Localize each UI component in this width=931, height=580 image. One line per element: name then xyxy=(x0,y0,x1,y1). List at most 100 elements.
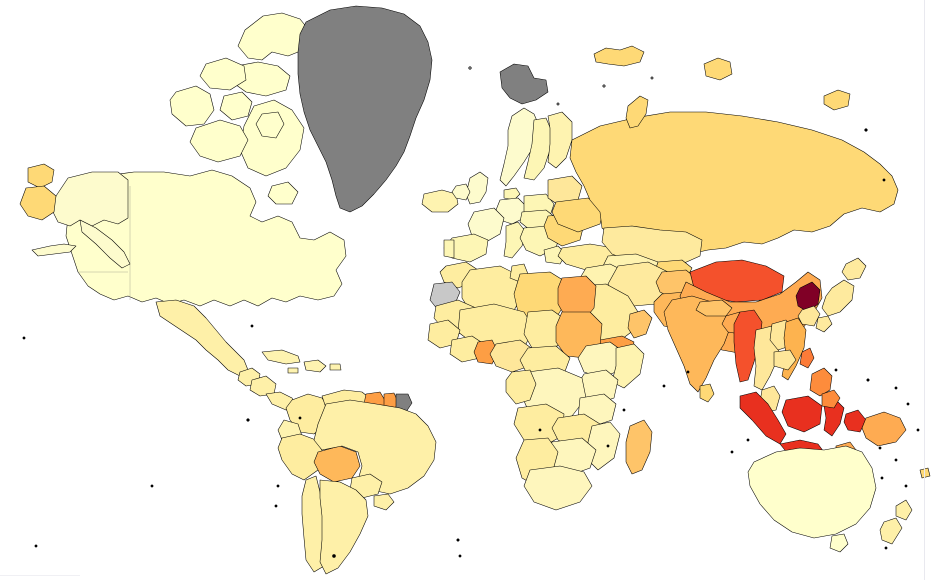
country-oman[interactable] xyxy=(628,310,652,338)
islet-marker xyxy=(885,547,887,549)
islet-marker xyxy=(865,129,868,132)
small-islands-group xyxy=(23,67,919,558)
islet-marker xyxy=(835,369,837,371)
country-canada-arctic-banks[interactable] xyxy=(170,86,214,126)
country-argentina[interactable] xyxy=(320,480,368,574)
islet-marker xyxy=(603,85,606,88)
islet-marker xyxy=(35,545,37,547)
country-svalbard[interactable] xyxy=(500,64,548,104)
country-alaska-aleutians[interactable] xyxy=(32,244,76,256)
country-new-zealand-south[interactable] xyxy=(880,518,902,544)
africa-group xyxy=(428,262,652,510)
islet-marker xyxy=(747,439,749,441)
country-japan-kyushu[interactable] xyxy=(816,316,832,332)
country-philippines-mindanao[interactable] xyxy=(822,390,840,408)
country-indonesia-maluku[interactable] xyxy=(844,410,866,432)
country-portugal[interactable] xyxy=(444,240,454,258)
country-severnaya-zemlya[interactable] xyxy=(704,58,732,80)
country-fiji[interactable] xyxy=(920,468,930,478)
islet-marker xyxy=(895,387,897,389)
country-france[interactable] xyxy=(468,208,504,242)
country-canada-arctic-somerset[interactable] xyxy=(256,112,284,138)
country-canada-arctic-southampton[interactable] xyxy=(268,182,298,204)
country-sri-lanka[interactable] xyxy=(700,384,714,402)
country-greenland[interactable] xyxy=(298,6,432,212)
country-cambodia[interactable] xyxy=(774,350,796,370)
islet-marker xyxy=(907,403,909,405)
country-italy[interactable] xyxy=(504,222,526,258)
islet-marker xyxy=(251,325,253,327)
country-australia[interactable] xyxy=(748,446,876,538)
country-cuba[interactable] xyxy=(262,350,300,364)
islet-marker xyxy=(687,371,689,373)
country-russia-chukotka-west[interactable] xyxy=(28,164,54,188)
country-franz-josef-land[interactable] xyxy=(594,46,644,66)
country-denmark[interactable] xyxy=(504,188,520,200)
country-philippines[interactable] xyxy=(810,368,832,396)
islet-marker xyxy=(895,459,897,461)
islet-marker xyxy=(663,385,665,387)
country-hispaniola[interactable] xyxy=(304,360,326,372)
oceania-group xyxy=(748,446,930,552)
country-russia-novaya-zemlya[interactable] xyxy=(626,96,648,128)
islet-marker xyxy=(23,337,25,339)
country-canada[interactable] xyxy=(66,170,346,306)
country-canada-arctic-prince[interactable] xyxy=(220,92,252,120)
figure-bottom-edge-line xyxy=(0,575,80,576)
country-south-africa[interactable] xyxy=(524,466,592,510)
canada-us-border-line xyxy=(78,186,130,300)
country-angola[interactable] xyxy=(514,404,564,446)
country-somalia[interactable] xyxy=(612,344,644,388)
islet-marker xyxy=(867,379,870,382)
country-canada-arctic-victoria[interactable] xyxy=(190,120,248,162)
islet-marker xyxy=(623,409,625,411)
islet-marker xyxy=(332,554,335,557)
islet-marker xyxy=(247,419,250,422)
country-finland[interactable] xyxy=(548,112,572,168)
islet-marker xyxy=(731,451,733,453)
islet-marker xyxy=(917,429,919,431)
country-alaska-panhandle[interactable] xyxy=(80,220,130,268)
islet-marker xyxy=(277,485,279,487)
islet-marker xyxy=(457,539,460,542)
country-canada-arctic-melville[interactable] xyxy=(200,58,246,90)
islet-marker xyxy=(459,555,461,557)
country-sweden[interactable] xyxy=(524,118,552,180)
islet-marker xyxy=(879,447,881,449)
country-papua-new-guinea[interactable] xyxy=(862,412,906,446)
country-brazil[interactable] xyxy=(314,400,436,494)
islet-marker xyxy=(539,429,541,431)
islet-marker xyxy=(469,67,472,70)
country-indonesia-sumatra[interactable] xyxy=(740,392,786,444)
country-new-siberian-islands[interactable] xyxy=(824,90,850,110)
country-indonesia-borneo[interactable] xyxy=(782,396,822,432)
asia-group xyxy=(664,258,906,456)
country-jamaica[interactable] xyxy=(288,368,298,373)
country-japan[interactable] xyxy=(842,258,866,280)
country-south-korea[interactable] xyxy=(798,306,820,326)
country-peru[interactable] xyxy=(278,434,324,480)
south-america-group xyxy=(278,390,436,574)
islet-marker xyxy=(275,505,277,507)
country-norway[interactable] xyxy=(500,108,540,186)
country-japan-honshu[interactable] xyxy=(822,280,854,316)
north-america-group xyxy=(20,6,458,410)
country-myanmar[interactable] xyxy=(734,310,762,382)
country-chad[interactable] xyxy=(524,310,566,352)
country-taiwan[interactable] xyxy=(800,348,814,368)
islet-marker xyxy=(299,417,301,419)
country-tasmania[interactable] xyxy=(830,534,848,552)
europe-group xyxy=(444,108,648,270)
country-madagascar[interactable] xyxy=(626,420,652,474)
country-iceland[interactable] xyxy=(422,190,458,212)
islet-marker xyxy=(905,485,907,487)
country-ireland[interactable] xyxy=(452,184,470,200)
country-uruguay[interactable] xyxy=(374,494,394,510)
country-russia-kamchatka-west[interactable] xyxy=(20,186,56,220)
country-gabon-congo[interactable] xyxy=(506,370,536,404)
country-new-zealand-north[interactable] xyxy=(896,500,912,520)
figure-right-edge-line xyxy=(924,0,925,580)
country-puerto-rico[interactable] xyxy=(330,364,341,370)
